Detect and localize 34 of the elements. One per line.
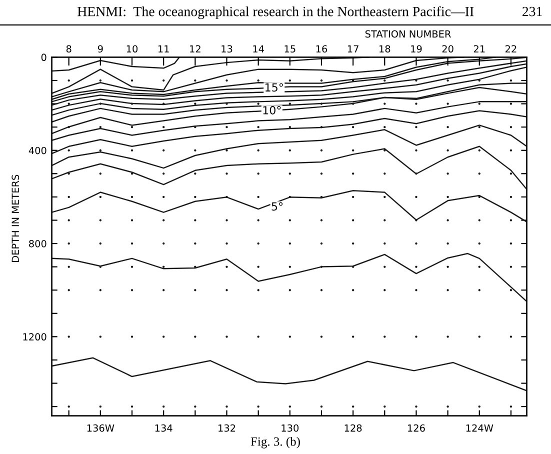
y-tick-label: 800 — [29, 240, 46, 248]
caption: Fig. 3. (b) — [250, 436, 300, 448]
x-tick-label: 132 — [218, 424, 236, 432]
y-tick-label: 0 — [41, 54, 46, 62]
x-tick-label: 134 — [155, 424, 172, 432]
x-tick-label: 128 — [344, 424, 362, 432]
text: HENMI: The oceanographical research in the Northeastern Pacific—II — [78, 6, 474, 20]
x2-tick-label: 19 — [411, 45, 422, 53]
x2-tick-label: 22 — [505, 45, 516, 52]
annotation: 5° — [272, 202, 283, 211]
text: 231 — [522, 6, 542, 16]
x2-tick-label: 17 — [348, 45, 358, 52]
x2-tick-label: 21 — [474, 45, 485, 52]
annotation: 10° — [263, 106, 281, 114]
x2-tick-label: 10 — [126, 45, 138, 53]
x2-tick-label: 20 — [442, 45, 454, 53]
x-tick-label: 136W — [87, 424, 114, 432]
x2-tick-label: 18 — [380, 45, 390, 53]
y-tick-label: 1200 — [23, 333, 46, 341]
x2-axis-title: STATION NUMBER — [365, 30, 451, 38]
x-tick-label: 130 — [282, 424, 299, 432]
x-tick-label: 126 — [408, 424, 425, 432]
x2-tick-label: 15 — [284, 45, 296, 53]
y-axis-title: DEPTH IN METERS — [12, 174, 20, 262]
x-tick-label: 124W — [466, 424, 494, 432]
x2-tick-label: 8 — [66, 45, 72, 53]
x2-tick-label: 9 — [98, 45, 103, 53]
x2-tick-label: 16 — [316, 45, 328, 53]
x2-tick-label: 11 — [158, 45, 169, 52]
x2-tick-label: 12 — [190, 45, 200, 52]
annotation: 15° — [265, 83, 283, 92]
y-tick-label: 400 — [28, 146, 46, 154]
x2-tick-label: 14 — [253, 45, 264, 52]
x2-tick-label: 13 — [222, 45, 232, 53]
